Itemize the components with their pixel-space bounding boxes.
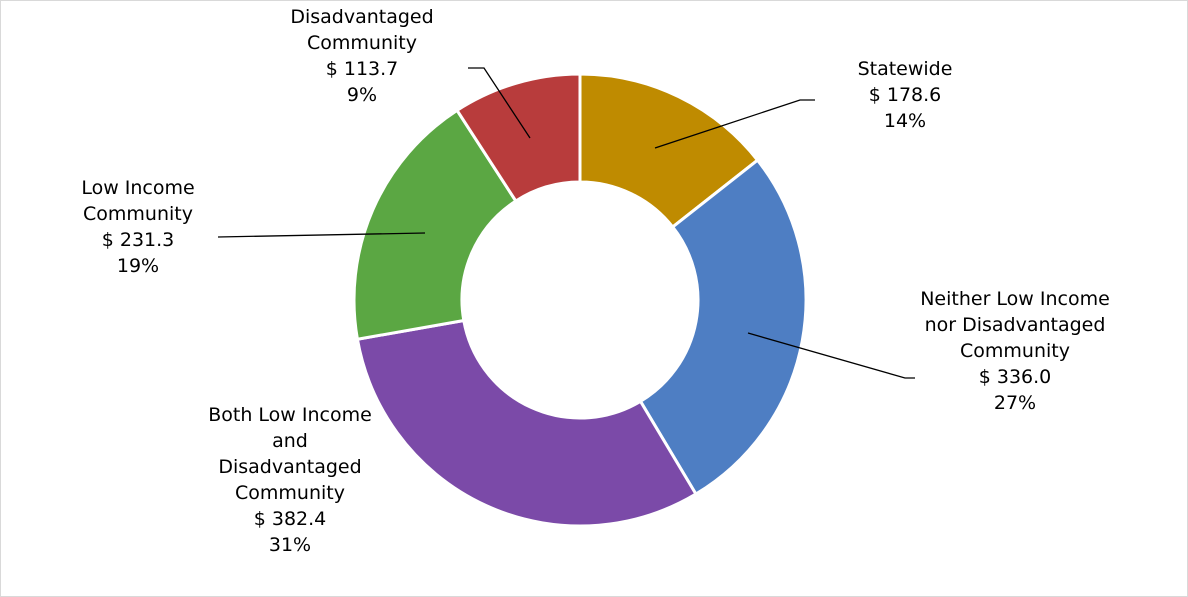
donut-slice (638, 158, 808, 497)
value-label: $ 231.3 (101, 229, 175, 251)
leader-line (468, 67, 531, 139)
data-label: Low Income Community $ 231.3 19% (53, 175, 223, 279)
donut-slice (352, 108, 518, 341)
category-label: Neither Low Income nor Disadvantaged Com… (920, 288, 1110, 362)
data-label: Disadvantaged Community $ 113.7 9% (272, 4, 452, 108)
percent-label: 19% (116, 255, 160, 277)
donut-slice (578, 72, 760, 230)
data-label: Both Low Income and Disadvantaged Commun… (200, 402, 380, 558)
percent-label: 9% (346, 84, 378, 106)
data-label: Neither Low Income nor Disadvantaged Com… (915, 286, 1115, 416)
leader-line (747, 332, 915, 379)
value-label: $ 113.7 (325, 58, 399, 80)
percent-label: 31% (268, 534, 312, 556)
category-label: Both Low Income and Disadvantaged Commun… (208, 404, 372, 504)
category-label: Statewide (857, 58, 953, 80)
value-label: $ 178.6 (868, 84, 942, 106)
leader-line (217, 232, 426, 238)
data-label: Statewide $ 178.6 14% (830, 56, 980, 134)
category-label: Disadvantaged Community (290, 6, 434, 54)
category-label: Low Income Community (81, 177, 195, 225)
donut-slice (355, 318, 698, 528)
percent-label: 27% (993, 392, 1037, 414)
value-label: $ 336.0 (978, 366, 1052, 388)
donut-slice (454, 72, 582, 204)
value-label: $ 382.4 (253, 508, 327, 530)
percent-label: 14% (883, 110, 927, 132)
leader-line (654, 99, 815, 149)
